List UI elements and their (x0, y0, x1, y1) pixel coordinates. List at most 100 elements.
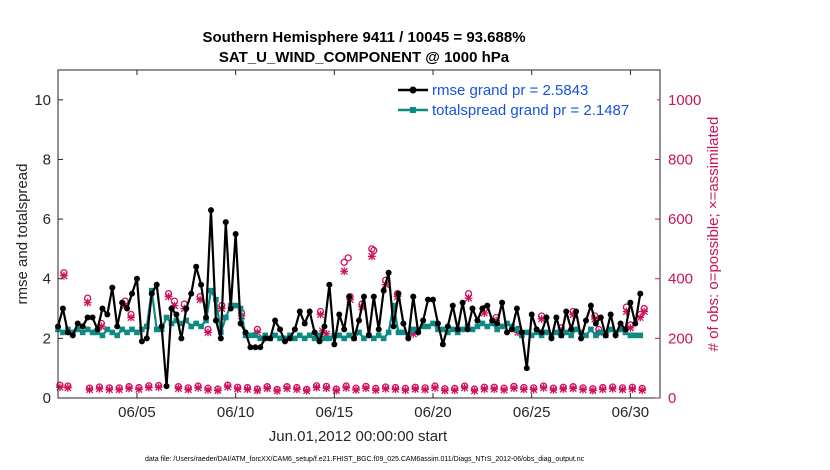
rmse-point (311, 329, 318, 336)
obs-assimilated-point (322, 384, 331, 392)
y-right-axis-ticks: 0 200 400 600 800 1000 (655, 92, 701, 407)
totalspread-point (232, 302, 239, 309)
rmse-point (558, 332, 565, 339)
rmse-point (430, 296, 437, 303)
rmse-point (592, 320, 599, 327)
obs-assimilated-point (371, 386, 380, 395)
totalspread-point (124, 329, 130, 336)
rmse-point (508, 326, 515, 333)
rmse-point (449, 302, 456, 309)
obs-assimilated-point (292, 385, 301, 394)
totalspread-point (400, 329, 407, 336)
legend: rmse grand pr = 2.5843 totalspread grand… (395, 80, 657, 122)
rmse-point (587, 302, 594, 309)
obs-assimilated-point (589, 386, 597, 395)
obs-assimilated-point (60, 271, 68, 280)
legend-rmse-label: rmse grand pr = 2.5843 (432, 82, 588, 99)
totalspread-point (301, 335, 308, 342)
totalspread-point (543, 329, 550, 336)
rmse-point (390, 323, 397, 330)
rmse-point (188, 290, 195, 297)
y-left-tick-label: 4 (43, 271, 51, 288)
obs-assimilated-point (470, 387, 479, 395)
x-tick-label: 06/10 (217, 404, 255, 421)
totalspread-point (459, 326, 466, 333)
obs-assimilated-point (164, 292, 173, 301)
totalspread-point (390, 302, 397, 309)
rmse-point (632, 320, 639, 327)
y-right-axis-label: # of obs: o=possible; ×=assimilated (705, 117, 722, 352)
totalspread-point (607, 326, 614, 333)
plot-area (58, 70, 660, 398)
rmse-point (173, 311, 180, 318)
rmse-point (346, 293, 353, 300)
obs-assimilated-point (283, 384, 291, 393)
obs-assimilated-point (391, 385, 400, 394)
rmse-point (385, 269, 392, 276)
rmse-point (99, 305, 106, 312)
obs-assimilated-point (64, 384, 72, 392)
rmse-point (578, 335, 585, 342)
rmse-point (538, 329, 545, 336)
rmse-point (153, 281, 160, 288)
obs-assimilated-point (367, 252, 376, 261)
obs-assimilated-point (194, 384, 202, 392)
obs-assimilated-point (174, 384, 183, 393)
obs-possible-point (370, 246, 378, 255)
obs-assimilated-point (95, 384, 104, 393)
totalspread-point (144, 323, 150, 330)
rmse-point (84, 314, 91, 321)
rmse-point (622, 326, 629, 333)
obs-assimilated-point (608, 384, 617, 393)
rmse-point (143, 335, 150, 342)
rmse-point (129, 290, 136, 297)
rmse-point (198, 281, 205, 288)
rmse-point (489, 317, 496, 324)
footer-datafile: data file: /Users/raeder/DAI/ATM_forcXX/… (145, 456, 585, 463)
rmse-point (518, 329, 525, 336)
legend-box (395, 80, 657, 122)
totalspread-point (499, 323, 505, 330)
totalspread-point (277, 335, 283, 342)
totalspread-point (380, 335, 387, 342)
totalspread-point (435, 326, 441, 333)
legend-rmse-marker (409, 86, 417, 94)
totalspread-point (257, 335, 264, 342)
totalspread-point (484, 323, 491, 330)
rmse-point (617, 320, 624, 327)
rmse-point (356, 317, 362, 324)
obs-assimilated-point (618, 385, 627, 394)
obs-assimilated-point (316, 310, 325, 319)
obs-assimilated-point (450, 386, 459, 395)
rmse-point (252, 344, 259, 351)
rmse-point (523, 365, 530, 372)
totalspread-point (371, 335, 377, 342)
totalspread-point (479, 320, 486, 327)
totalspread-point (563, 329, 570, 336)
rmse-point (627, 299, 634, 306)
rmse-point (163, 383, 170, 390)
rmse-point (395, 290, 402, 297)
y-left-axis-ticks: 0 2 4 6 8 10 (34, 92, 63, 407)
y-right-tick-label: 800 (668, 151, 693, 168)
totalspread-point (395, 329, 402, 336)
rmse-point (528, 311, 535, 318)
y-right-tick-label: 600 (668, 211, 693, 228)
x-tick-label: 06/20 (414, 404, 452, 421)
rmse-point (193, 263, 200, 270)
obs-assimilated-point (342, 384, 351, 392)
obs-assimilated-point (56, 383, 64, 392)
totalspread-point (583, 332, 589, 339)
rmse-point (301, 320, 308, 327)
y-left-axis-label: rmse and totalspread (14, 164, 31, 305)
legend-spread-marker (410, 107, 416, 113)
y-left-tick-label: 2 (43, 330, 51, 347)
rmse-point (444, 323, 451, 330)
rmse-point (272, 317, 279, 324)
rmse-point (410, 293, 417, 300)
totalspread-point (188, 323, 195, 330)
rmse-point (281, 338, 288, 345)
totalspread-point (375, 332, 382, 339)
obs-assimilated-point (549, 386, 558, 394)
